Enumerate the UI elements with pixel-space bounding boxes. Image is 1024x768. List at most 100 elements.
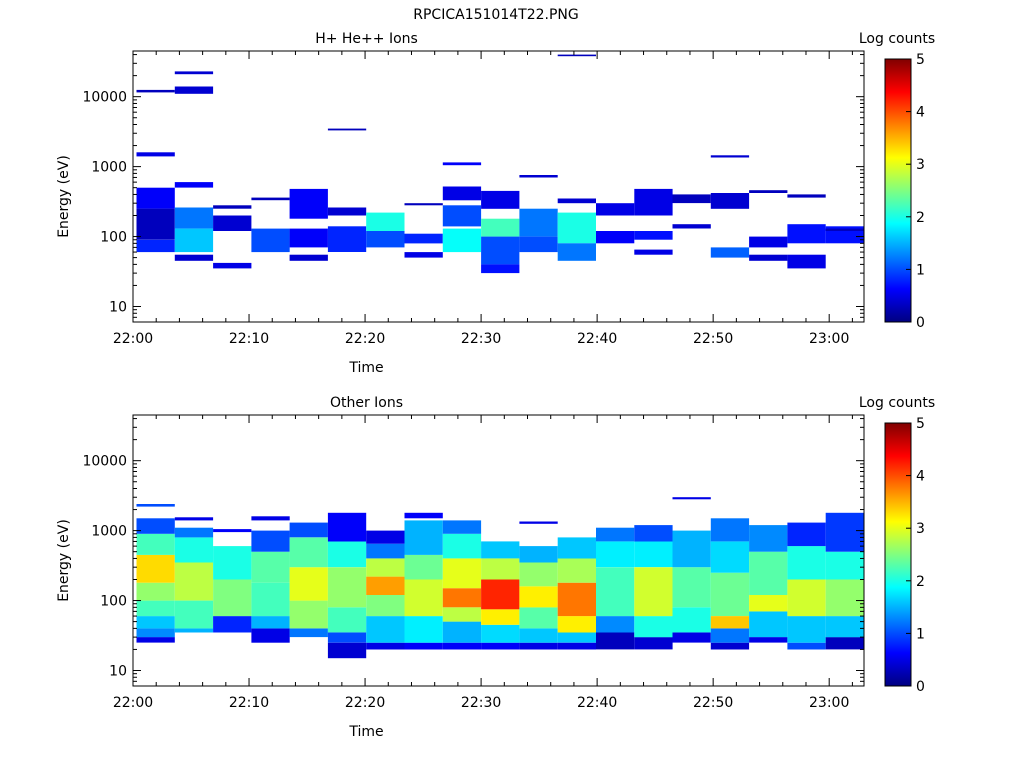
y-tick-label: 100 xyxy=(100,594,127,610)
heatmap-cell xyxy=(710,193,750,209)
heatmap-cell xyxy=(404,554,443,580)
panel-title: H+ He++ Ions xyxy=(315,31,418,47)
heatmap-cell xyxy=(327,512,367,542)
heatmap-cell xyxy=(481,642,520,650)
heatmap-cell xyxy=(289,628,328,638)
heatmap-cell xyxy=(672,632,711,643)
heatmap-cell xyxy=(481,190,520,209)
heatmap-cell xyxy=(136,208,175,240)
heatmap-cell xyxy=(749,551,788,595)
heatmap-cell xyxy=(710,628,750,643)
heatmap-cell xyxy=(174,228,214,253)
heatmap-cell xyxy=(557,632,596,643)
colorbar-tick-label: 2 xyxy=(916,574,925,590)
heatmap-cell xyxy=(136,582,175,601)
heatmap-cell xyxy=(481,236,520,265)
heatmap-cell xyxy=(136,504,175,507)
heatmap-cell xyxy=(519,642,558,650)
heatmap-cell xyxy=(366,642,405,650)
heatmap-cell xyxy=(596,541,635,568)
heatmap-cell xyxy=(672,194,711,204)
y-tick-label: 1000 xyxy=(91,524,127,540)
heatmap-cell xyxy=(710,616,750,629)
heatmap-cell xyxy=(174,600,214,629)
colorbar-tick-label: 4 xyxy=(916,105,925,121)
heatmap-cell xyxy=(596,527,635,542)
x-tick-label: 23:00 xyxy=(809,695,849,711)
heatmap-cell xyxy=(519,546,558,563)
heatmap-cell xyxy=(327,541,367,568)
heatmap-cell xyxy=(174,537,214,563)
heatmap-cells xyxy=(136,497,864,659)
heatmap-cell xyxy=(327,207,367,216)
heatmap-cell xyxy=(213,205,252,209)
heatmap-cell xyxy=(327,607,367,633)
heatmap-cell xyxy=(174,71,214,75)
colorbar-tick-label: 3 xyxy=(916,157,925,173)
x-tick-label: 22:40 xyxy=(577,331,617,347)
heatmap-cell xyxy=(749,190,788,193)
plot-frame xyxy=(132,414,865,687)
heatmap-cell xyxy=(327,642,367,659)
colorbar-tick-label: 1 xyxy=(916,262,925,278)
heatmap-cell xyxy=(174,517,214,521)
heatmap-cell xyxy=(519,175,558,178)
heatmap-cell xyxy=(557,212,596,244)
y-tick-label: 10000 xyxy=(82,90,127,106)
heatmap-cell xyxy=(634,567,673,617)
heatmap-cell xyxy=(404,233,443,244)
heatmap-cell xyxy=(634,188,673,216)
heatmap-cell xyxy=(672,530,711,568)
heatmap-cell xyxy=(557,582,596,617)
heatmap-cell xyxy=(710,518,750,542)
colorbar xyxy=(884,422,912,687)
heatmap-cell xyxy=(442,520,482,534)
heatmap-cell xyxy=(519,586,558,608)
heatmap-cell xyxy=(442,205,482,227)
heatmap-cell xyxy=(519,521,558,524)
heatmap-cell xyxy=(404,520,443,555)
x-tick-label: 22:30 xyxy=(461,695,501,711)
heatmap-cell xyxy=(174,628,214,633)
heatmap-cell xyxy=(174,182,214,188)
heatmap-cell xyxy=(366,595,405,617)
heatmap-cell xyxy=(136,89,175,93)
heatmap-cell xyxy=(174,86,214,94)
heatmap-cell xyxy=(557,616,596,633)
heatmap-cell xyxy=(404,579,443,617)
heatmap-cell xyxy=(289,188,328,219)
heatmap-cell xyxy=(749,254,788,261)
x-tick-label: 22:20 xyxy=(345,695,385,711)
heatmap-cell xyxy=(442,533,482,559)
heatmap-cell xyxy=(825,637,864,650)
heatmap-cell xyxy=(787,522,826,547)
heatmap-cell xyxy=(519,236,558,253)
heatmap-cell xyxy=(481,579,520,610)
colorbar-label: Log counts xyxy=(859,395,935,411)
panel-title: Other Ions xyxy=(330,395,403,411)
plot-frame xyxy=(132,50,865,323)
heatmap-cell xyxy=(825,579,864,617)
heatmap-cell xyxy=(366,558,405,577)
heatmap-cell xyxy=(596,632,635,650)
heatmap-cell xyxy=(634,541,673,568)
heatmap-cell xyxy=(366,576,405,595)
x-tick-label: 22:50 xyxy=(693,695,733,711)
heatmap-cell xyxy=(710,247,750,258)
heatmap-cell xyxy=(404,642,443,650)
heatmap-cell xyxy=(672,567,711,608)
heatmap-cell xyxy=(404,616,443,643)
heatmap-cell xyxy=(136,637,175,643)
heatmap-cell xyxy=(136,628,175,638)
y-tick-label: 100 xyxy=(100,230,127,246)
heatmap-cell xyxy=(481,609,520,625)
heatmap-cell xyxy=(442,607,482,622)
heatmap-cell xyxy=(213,215,252,231)
heatmap-cell xyxy=(634,231,673,240)
y-axis-label: Energy (eV) xyxy=(56,519,72,602)
colorbar-tick-label: 5 xyxy=(916,52,925,68)
heatmap-cell xyxy=(404,512,443,519)
heatmap-cell xyxy=(213,616,252,633)
heatmap-cell xyxy=(481,558,520,580)
